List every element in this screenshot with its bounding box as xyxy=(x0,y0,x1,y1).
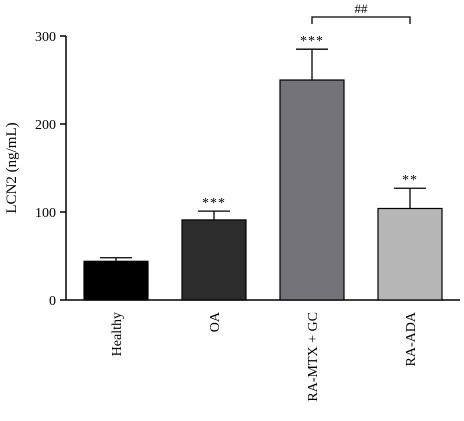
significance-label: *** xyxy=(202,196,226,211)
chart-error-bars xyxy=(100,48,426,262)
bar-oa xyxy=(181,219,247,301)
x-tick-label: RA-MTX + GC xyxy=(306,312,321,402)
y-tick-label: 100 xyxy=(35,206,56,221)
y-tick-label: 300 xyxy=(35,30,56,45)
y-axis-label: LCN2 (ng/mL) xyxy=(4,122,20,213)
x-tick-label: OA xyxy=(208,311,223,332)
y-tick-label: 0 xyxy=(49,294,56,309)
x-tick-label: Healthy xyxy=(110,312,125,356)
comparison-label: ## xyxy=(355,1,369,16)
chart-significance: ********## xyxy=(202,1,418,211)
x-tick-label: RA-ADA xyxy=(404,311,419,366)
comparison-bracket xyxy=(311,16,411,24)
bar-healthy xyxy=(83,260,149,301)
y-tick-label: 200 xyxy=(35,118,56,133)
bar-ra-mtx-gc xyxy=(279,79,345,301)
significance-label: ** xyxy=(402,173,418,188)
chart-bars xyxy=(83,79,443,301)
chart-tick-labels: 0 100 200 300 Healthy OA RA-MTX + GC RA-ADA xyxy=(35,30,419,402)
bar-ra-ada xyxy=(377,207,443,301)
significance-label: *** xyxy=(300,34,324,49)
